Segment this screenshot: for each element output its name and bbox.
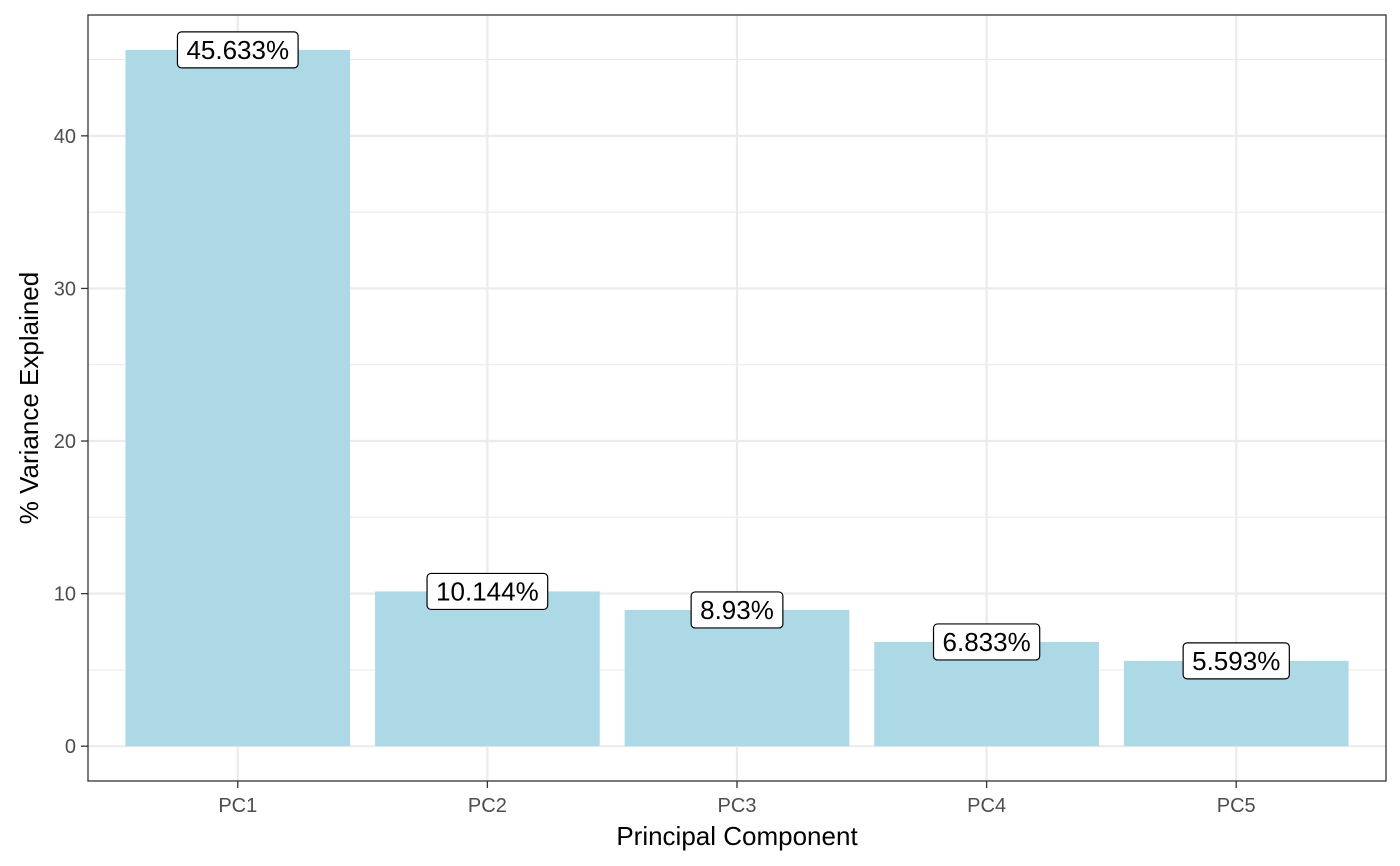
y-axis-title: % Variance Explained	[14, 272, 44, 524]
data-label-box	[690, 591, 784, 629]
bar-pc2	[375, 591, 600, 747]
data-label-pc2: 10.144%	[426, 572, 549, 611]
y-tick-label: 10	[54, 584, 76, 606]
y-tick-label: 30	[54, 278, 76, 300]
axes: 0 10 20 30 40 PC1 PC2 PC3 PC4 PC5	[54, 126, 1256, 817]
data-label-box	[1182, 642, 1290, 680]
data-label-box	[932, 623, 1041, 661]
data-label-pc5: 5.593%	[1182, 642, 1290, 680]
data-label-text: 45.633%	[186, 35, 289, 65]
data-labels: 45.633% 10.144% 8.93% 6.833% 5.593%	[176, 31, 1290, 680]
data-label-text: 5.593%	[1192, 646, 1280, 676]
bar-pc3	[624, 609, 850, 747]
data-label-box	[176, 31, 299, 69]
x-tick-label: PC4	[967, 795, 1006, 817]
data-label-text: 8.93%	[700, 595, 774, 625]
data-label-pc3: 8.93%	[690, 591, 784, 629]
bars	[125, 49, 1349, 747]
x-tick-label: PC3	[718, 795, 757, 817]
bar-pc1	[125, 49, 351, 747]
x-axis-title: Principal Component	[616, 821, 858, 851]
y-tick-label: 0	[65, 736, 76, 758]
data-label-box	[426, 572, 549, 611]
data-label-pc4: 6.833%	[932, 623, 1041, 661]
x-tick-label: PC5	[1217, 795, 1256, 817]
data-label-text: 10.144%	[436, 576, 539, 606]
x-tick-label: PC2	[468, 795, 507, 817]
y-tick-label: 40	[54, 126, 76, 148]
x-tick-label: PC1	[218, 795, 257, 817]
data-label-text: 6.833%	[943, 627, 1031, 657]
data-label-pc1: 45.633%	[176, 31, 299, 69]
y-tick-label: 20	[54, 431, 76, 453]
